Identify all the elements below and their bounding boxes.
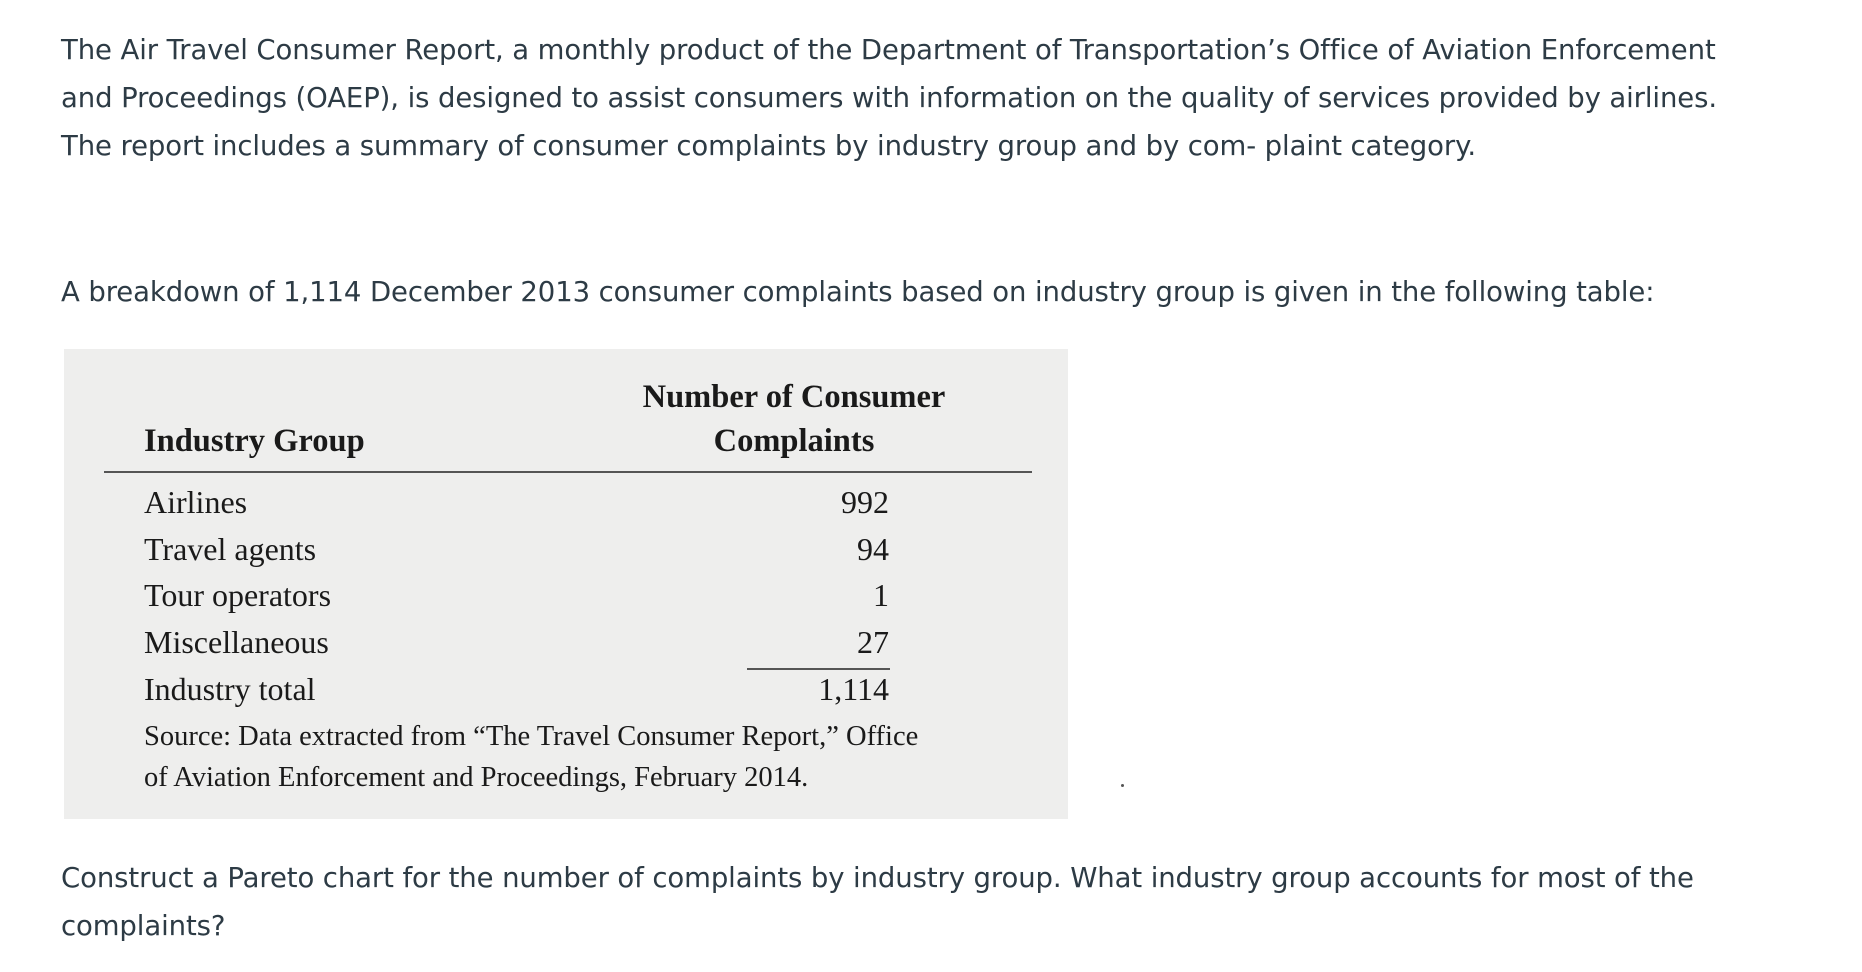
table-source-note: Source: Data extracted from “The Travel … — [144, 716, 1044, 798]
intro-line-3: The report includes a summary of consume… — [61, 130, 1476, 162]
row-label-travel-agents: Travel agents — [144, 531, 317, 567]
question-line-1: Construct a Pareto chart for the number … — [61, 862, 1694, 894]
intro-line-1: The Air Travel Consumer Report, a monthl… — [61, 34, 1716, 66]
intro-line-2: and Proceedings (OAEP), is designed to a… — [61, 82, 1717, 114]
question-paragraph: Construct a Pareto chart for the number … — [61, 854, 1801, 950]
row-label-industry-total: Industry total — [144, 671, 316, 707]
sum-rule — [747, 668, 890, 670]
row-label-miscellaneous: Miscellaneous — [144, 624, 329, 660]
breakdown-paragraph: A breakdown of 1,114 December 2013 consu… — [61, 276, 1655, 308]
header-number-line-1: Number of Consumer — [642, 379, 946, 415]
row-value-miscellaneous: 27 — [857, 624, 889, 660]
complaints-table-image: Number of Consumer Complaints Industry G… — [64, 349, 1068, 819]
question-line-2: complaints? — [61, 910, 226, 942]
row-value-industry-total: 1,114 — [818, 671, 889, 707]
row-label-tour-operators: Tour operators — [144, 577, 332, 613]
row-value-travel-agents: 94 — [857, 531, 889, 567]
row-value-tour-operators: 1 — [873, 577, 889, 613]
header-rule — [104, 471, 1032, 473]
source-line-2: of Aviation Enforcement and Proceedings,… — [144, 762, 809, 793]
intro-paragraph: The Air Travel Consumer Report, a monthl… — [61, 26, 1801, 170]
header-industry-group: Industry Group — [144, 423, 365, 459]
row-value-airlines: 992 — [841, 484, 889, 520]
source-line-1: Source: Data extracted from “The Travel … — [144, 721, 919, 752]
stray-dot — [1121, 784, 1124, 787]
header-number-line-2: Complaints — [713, 423, 875, 459]
row-label-airlines: Airlines — [144, 484, 248, 520]
